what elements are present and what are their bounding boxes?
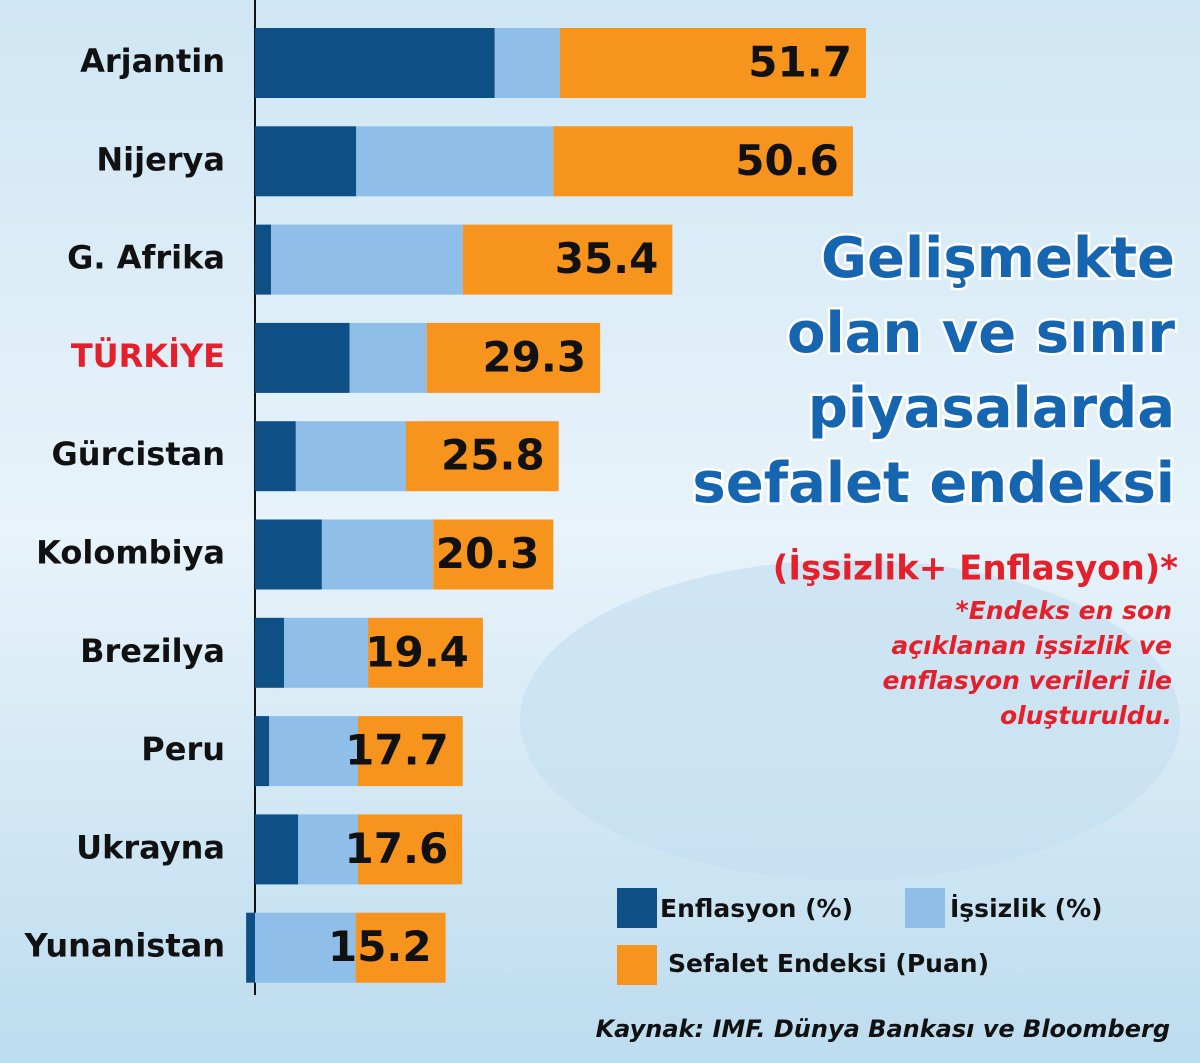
title-line: sefalet endeksi xyxy=(692,451,1175,516)
value-label: 50.6 xyxy=(735,136,839,185)
source: Kaynak: IMF. Dünya Bankası ve Bloomberg xyxy=(596,1015,1170,1043)
bar-segment xyxy=(284,617,369,688)
bar-segment xyxy=(462,224,673,295)
bar-segment xyxy=(269,716,359,787)
bar-segment xyxy=(559,28,866,98)
category-label: TÜRKİYE xyxy=(71,337,225,375)
bar-segment xyxy=(255,322,350,393)
legend-swatch xyxy=(617,888,657,928)
title-line: Gelişmekte xyxy=(821,226,1175,291)
bar-segment xyxy=(255,519,322,590)
bar-segment xyxy=(255,126,357,197)
legend-label: İşsizlik (%) xyxy=(950,893,1103,923)
value-label: 51.7 xyxy=(748,38,852,87)
bar-segment xyxy=(494,28,560,98)
value-label: 15.2 xyxy=(328,922,432,971)
bar-segment xyxy=(255,617,285,688)
value-label: 17.6 xyxy=(345,824,449,873)
title-line: piyasalarda xyxy=(808,376,1175,441)
note-line: açıklanan işsizlik ve xyxy=(891,631,1172,660)
bar-segment xyxy=(255,814,299,885)
bar-segment xyxy=(358,716,463,787)
bar-segment xyxy=(405,421,559,492)
bar-segment xyxy=(553,126,853,197)
title-line: olan ve sınır xyxy=(787,301,1175,366)
world-map xyxy=(520,560,1180,880)
bar-segment xyxy=(295,421,406,492)
bar-segment xyxy=(349,322,427,393)
value-label: 25.8 xyxy=(441,431,545,480)
bar-segment xyxy=(368,617,483,688)
category-label: Yunanistan xyxy=(24,927,225,965)
note-line: *Endeks en son xyxy=(956,596,1172,625)
bar-segment xyxy=(255,224,271,295)
bar-segment xyxy=(433,519,554,590)
legend-swatch xyxy=(617,945,657,985)
bar-segment xyxy=(255,28,495,98)
value-label: 29.3 xyxy=(482,332,586,381)
bar-segment xyxy=(358,814,463,885)
category-label: Brezilya xyxy=(80,632,225,670)
value-label: 35.4 xyxy=(555,234,659,283)
value-label: 19.4 xyxy=(365,627,469,676)
note-line: oluşturuldu. xyxy=(1000,701,1172,730)
category-label: Gürcistan xyxy=(52,435,225,473)
value-label: 17.7 xyxy=(345,726,449,775)
bar-segment xyxy=(298,814,359,885)
bar-segment xyxy=(255,421,296,492)
bar-segment xyxy=(321,519,434,590)
bar-segment xyxy=(355,912,446,983)
bar-segment xyxy=(270,224,463,295)
legend-swatch xyxy=(905,888,945,928)
note-line: enflasyon verileri ile xyxy=(882,666,1172,695)
value-label: 20.3 xyxy=(436,529,540,578)
legend-label: Enflasyon (%) xyxy=(660,894,853,923)
bar-segment xyxy=(255,716,270,787)
category-label: Nijerya xyxy=(96,140,225,178)
category-label: Peru xyxy=(141,730,225,768)
category-label: Ukrayna xyxy=(76,828,225,866)
subtitle: (İşsizlik+ Enflasyon)* xyxy=(773,548,1178,589)
category-label: G. Afrika xyxy=(67,239,225,277)
legend-label: Sefalet Endeksi (Puan) xyxy=(668,949,989,978)
bar-segment xyxy=(356,126,554,197)
category-label: Kolombiya xyxy=(36,534,225,572)
category-label: Arjantin xyxy=(80,42,225,80)
bar-segment xyxy=(426,322,601,393)
bar-segment xyxy=(255,912,356,983)
bar-segment xyxy=(246,912,255,983)
